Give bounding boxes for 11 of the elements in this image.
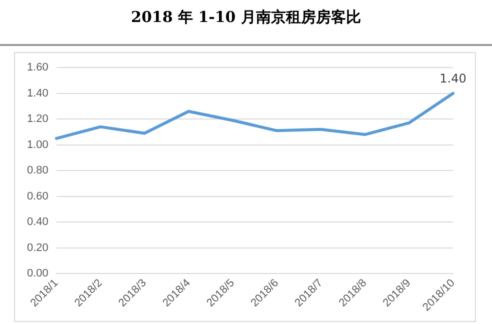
y-tick-label: 0.40 — [26, 216, 48, 228]
chart-title: 2018 年 1-10 月南京租房房客比 — [130, 8, 362, 27]
y-tick-label: 0.80 — [26, 164, 48, 177]
data-label: 1.40 — [440, 71, 466, 86]
y-tick-label: 1.60 — [26, 62, 48, 74]
y-tick-label: 0.60 — [26, 190, 48, 202]
y-tick-label: 0.00 — [26, 268, 48, 280]
y-tick-label: 1.00 — [26, 138, 48, 151]
y-tick-label: 0.20 — [26, 242, 48, 254]
y-tick-label: 1.20 — [26, 113, 48, 126]
y-tick-label: 1.40 — [26, 87, 48, 100]
